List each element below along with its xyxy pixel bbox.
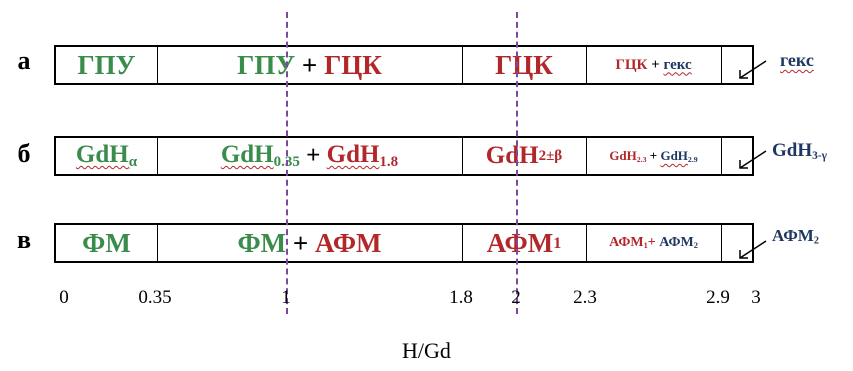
- cell-hcp: ГПУ: [77, 49, 136, 80]
- tick-2-3: 2.3: [573, 287, 597, 308]
- cell-fm-afm-right: АФМ: [315, 227, 382, 258]
- cell-fm-afm-left: ФМ: [237, 227, 287, 258]
- cell-fm-afm: ФМ + АФМ: [157, 225, 462, 261]
- phase-bar-a: ГПУ ГПУ + ГЦК ГЦК ГЦК + гекс: [54, 45, 754, 85]
- cell-fcc-hex-left: ГЦК: [615, 56, 648, 73]
- cell-gdh-23-29: GdH2.3 + GdH2.9: [586, 138, 721, 174]
- plus-sign: +: [301, 49, 318, 80]
- cell-hcp-fcc-right: ГЦК: [324, 49, 382, 80]
- cell-fm: ФМ: [82, 227, 131, 258]
- plus-sign: +: [306, 142, 321, 169]
- cell-gdh-mixed: GdH0.35 + GdH1.8: [157, 138, 462, 174]
- arrow-down-left-icon: [739, 150, 767, 169]
- tick-2-9: 2.9: [706, 287, 730, 308]
- dashed-line-1: [286, 12, 288, 314]
- tick-0: 0: [59, 287, 69, 308]
- side-label-gdh3: GdH3-γ: [772, 140, 827, 162]
- axis-title: H/Gd: [402, 338, 451, 363]
- tick-3: 3: [751, 287, 761, 308]
- row-label-v: в: [16, 225, 32, 254]
- cell-gdh2: GdH 2±β: [485, 142, 563, 169]
- cell-hcp-fcc: ГПУ + ГЦК: [157, 47, 462, 83]
- afm2: АФМ2: [659, 235, 698, 251]
- row-label-b: б: [17, 139, 31, 168]
- tick-2: 2: [511, 287, 521, 308]
- cell-afm1: АФМ 1: [486, 227, 562, 258]
- plus-sign: +: [649, 148, 658, 163]
- arrow-down-left-icon: [739, 60, 767, 79]
- cell-fcc-hex-right: гекс: [663, 56, 692, 73]
- cell-fcc: ГЦК: [495, 49, 553, 80]
- cell-afm1-afm2: АФМ1 + АФМ2: [586, 225, 721, 261]
- gdh-23: GdH2.3: [609, 148, 647, 164]
- dashed-line-2: [516, 12, 518, 314]
- afm1: АФМ1: [609, 235, 648, 251]
- side-label-hex: гекс: [780, 50, 814, 70]
- side-label-afm2: АФМ2: [772, 226, 819, 247]
- cell-gdh-alpha: GdHα: [56, 138, 157, 174]
- phase-bar-b: GdHα GdH0.35 + GdH1.8 GdH 2±β GdH2.3 + Gd…: [54, 136, 754, 176]
- gdh-18: GdH1.8: [326, 141, 399, 170]
- plus-sign: +: [647, 235, 656, 250]
- gdh-29: GdH2.9: [660, 148, 698, 164]
- plus-sign: +: [651, 56, 660, 73]
- tick-1: 1: [281, 287, 291, 308]
- gdh-035: GdH0.35: [220, 141, 300, 170]
- arrow-down-left-icon: [739, 240, 767, 259]
- row-label-a: а: [17, 46, 31, 75]
- tick-0-35: 0.35: [138, 287, 172, 308]
- cell-fcc-hex: ГЦК + гекс: [586, 47, 721, 83]
- plus-sign: +: [292, 227, 309, 258]
- phase-bar-v: ФМ ФМ + АФМ АФМ 1 АФМ1 + АФМ2: [54, 223, 754, 263]
- tick-1-8: 1.8: [449, 287, 473, 308]
- cell-hcp-fcc-left: ГПУ: [237, 49, 296, 80]
- gdh-alpha-formula: GdHα: [75, 141, 138, 170]
